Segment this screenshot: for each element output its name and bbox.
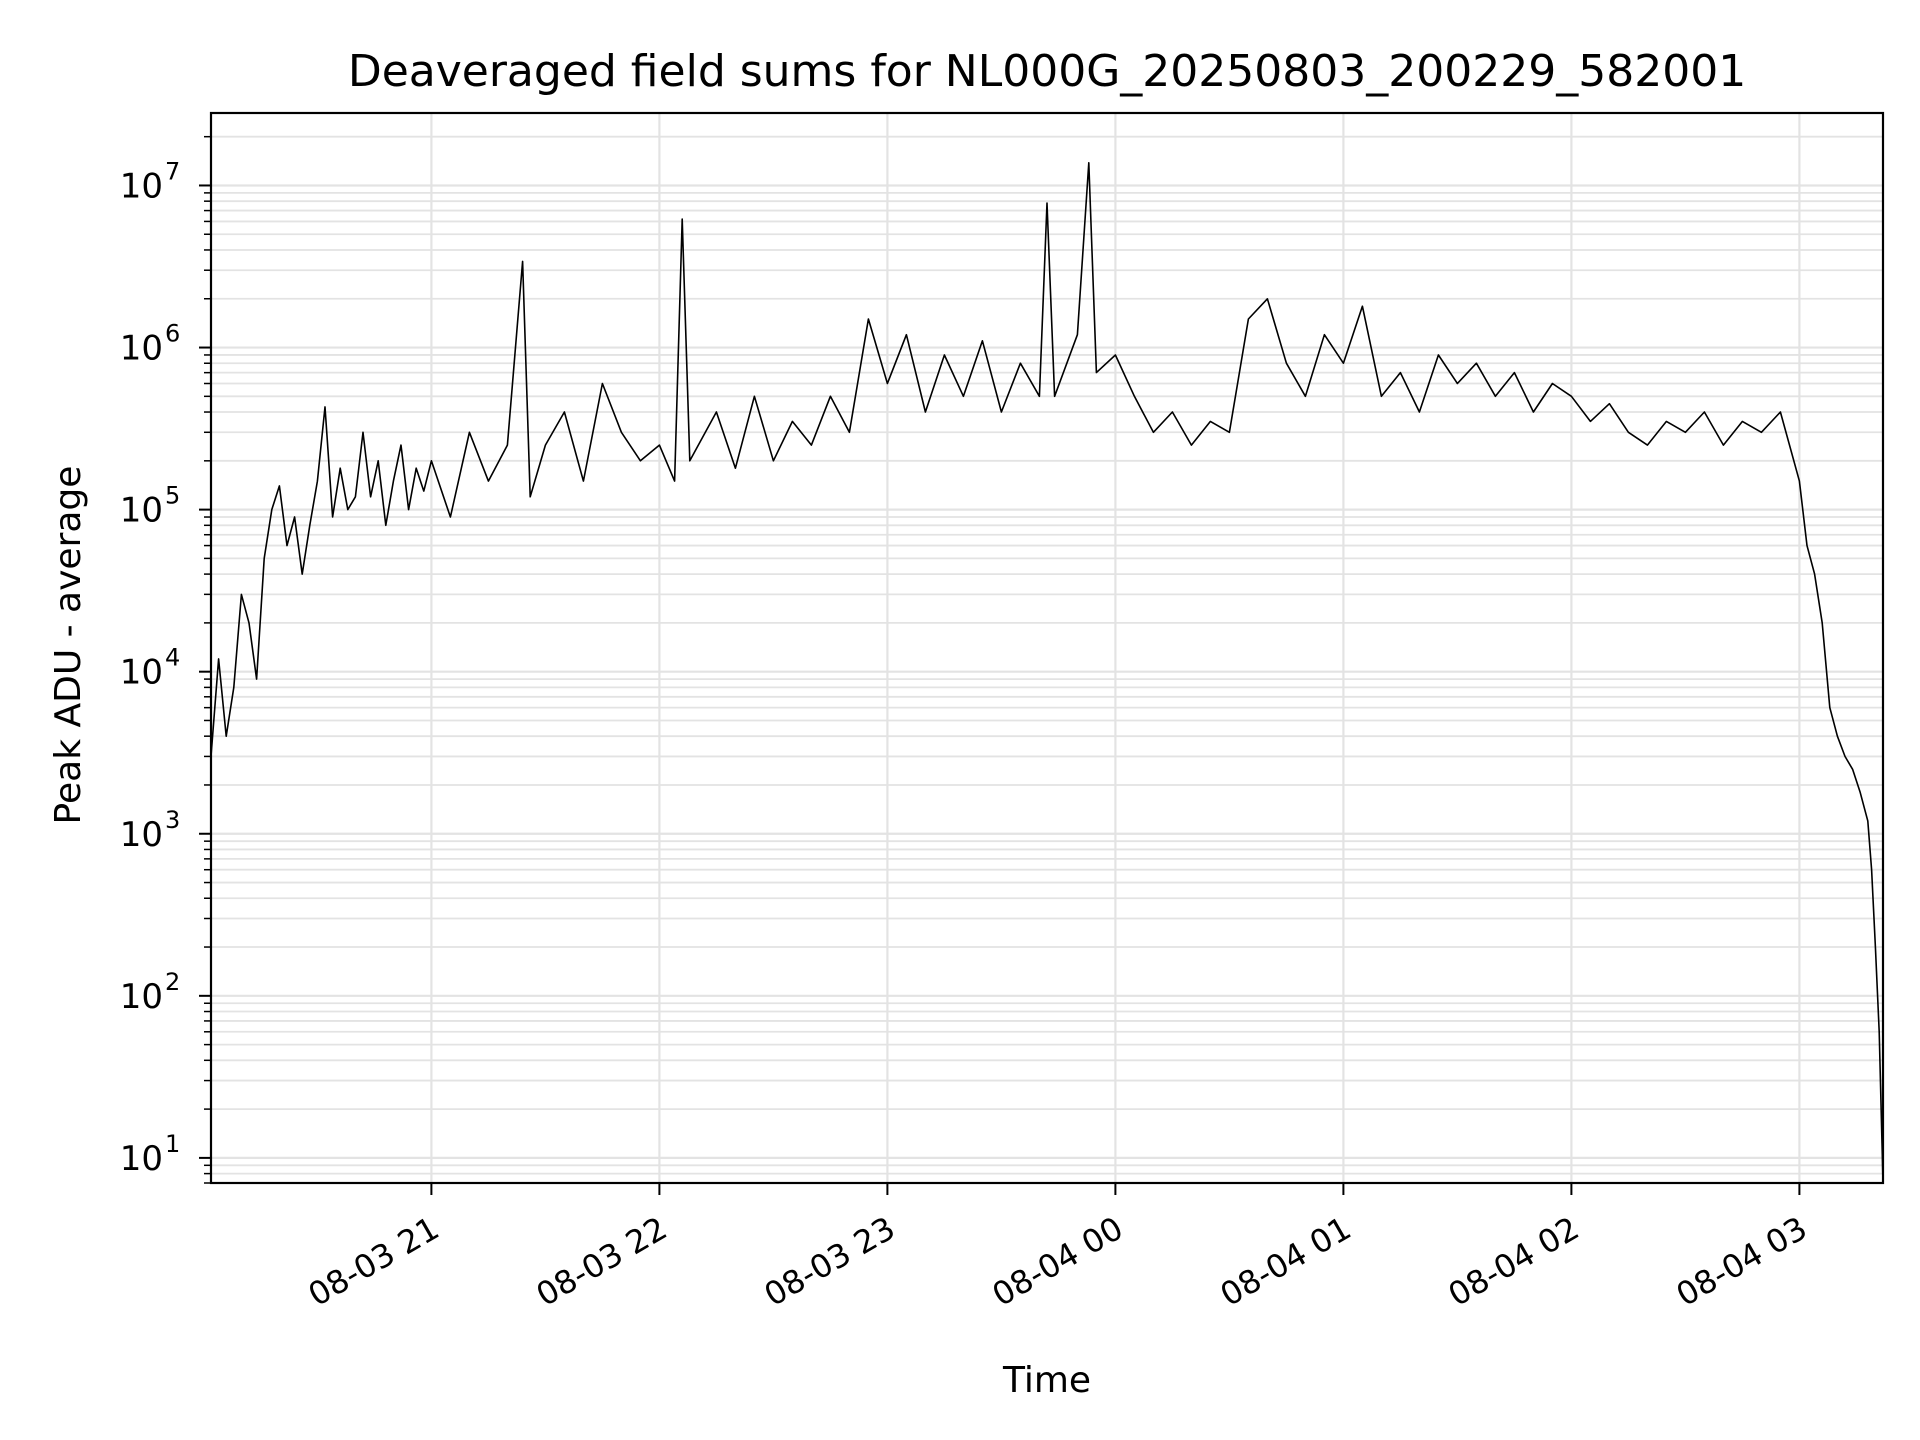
y-tick-label-base: 10	[120, 1139, 163, 1179]
y-tick-label: 10	[120, 977, 163, 1017]
y-tick-label-exponent: 7	[165, 157, 180, 185]
y-tick-label: 10	[120, 491, 163, 531]
y-tick-label-exponent: 1	[165, 1130, 180, 1158]
grid-layer	[211, 113, 1883, 1184]
y-tick-label-base: 10	[120, 166, 163, 206]
y-tick-label-exponent: 4	[165, 644, 180, 672]
y-tick-label-base: 10	[120, 653, 163, 693]
line-layer	[210, 162, 1884, 1184]
y-tick-label: 10	[120, 1139, 163, 1179]
y-axis-label: Peak ADU - average	[48, 466, 89, 825]
y-tick-label: 10	[120, 653, 163, 693]
y-tick-label-base: 10	[120, 491, 163, 531]
y-tick-label-exponent: 6	[165, 320, 180, 348]
y-tick-label: 10	[120, 329, 163, 369]
frame-layer	[209, 111, 1885, 1185]
y-tick-label-exponent: 3	[165, 806, 180, 834]
y-tick-label-base: 10	[120, 329, 163, 369]
y-tick-label-base: 10	[120, 815, 163, 855]
y-tick-label: 10	[120, 815, 163, 855]
y-tick-label-exponent: 2	[165, 968, 180, 996]
x-axis-label: Time	[1002, 1360, 1091, 1401]
plot-frame	[209, 111, 1885, 1185]
y-tick-label-base: 10	[120, 977, 163, 1017]
y-tick-label-exponent: 5	[165, 482, 180, 510]
series-line	[210, 162, 1884, 1184]
y-tick-label: 10	[120, 166, 163, 206]
chart-title: Deaveraged field sums for NL000G_2025080…	[348, 46, 1746, 97]
